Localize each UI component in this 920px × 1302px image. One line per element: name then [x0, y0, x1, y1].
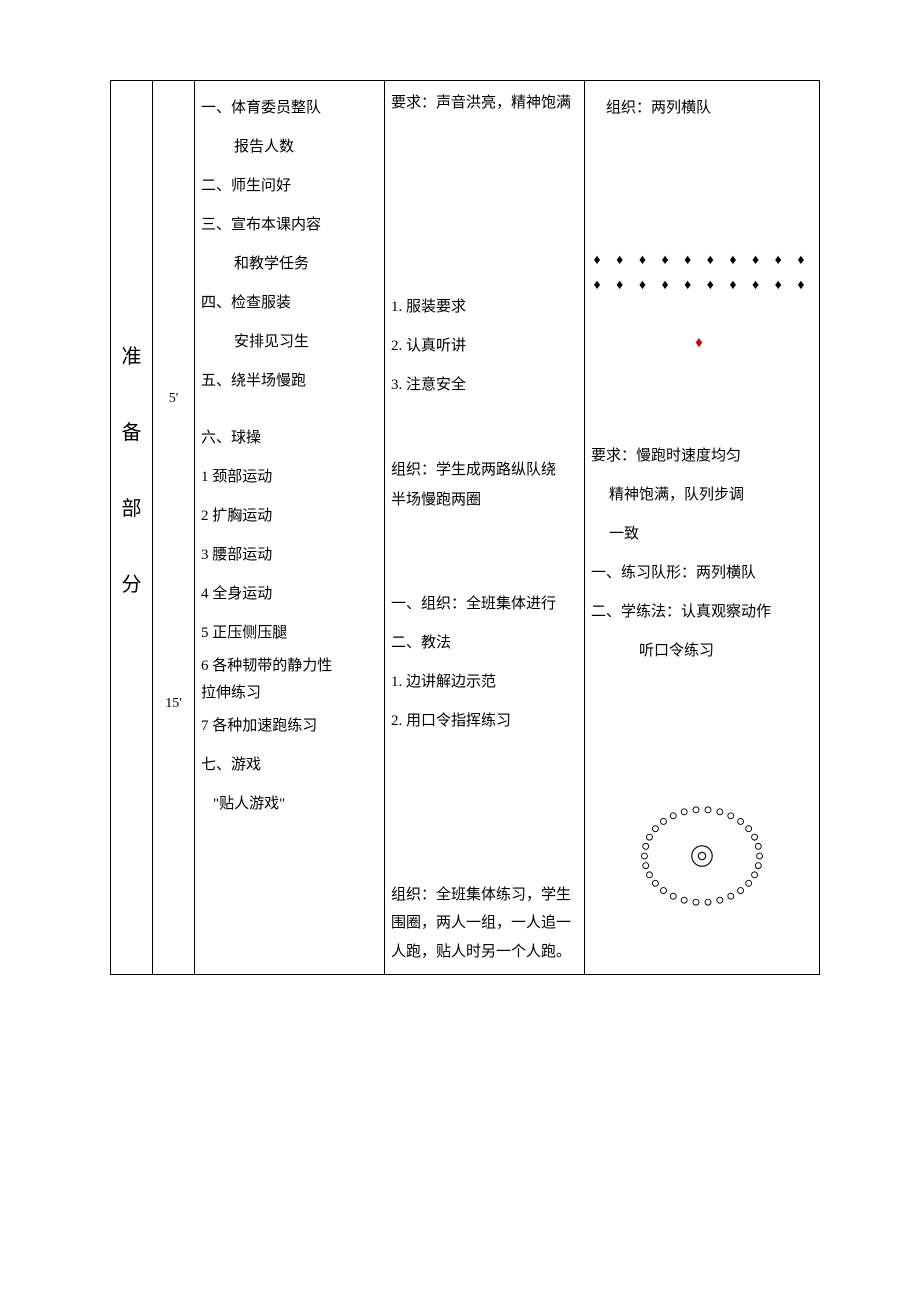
content-line: 四、检查服装	[201, 284, 378, 323]
content-line: 4 全身运动	[201, 575, 378, 614]
content-line: 三、宣布本课内容	[201, 206, 378, 245]
method-line: 二、教法	[391, 624, 578, 663]
org-line: 一、练习队形：两列横队	[591, 554, 813, 593]
section-char: 备	[117, 395, 146, 471]
teacher-icon: ♦	[591, 330, 813, 357]
section-char: 部	[117, 471, 146, 547]
method-line: 1. 边讲解边示范	[391, 663, 578, 702]
section-cell: 准 备 部 分	[111, 81, 153, 975]
lesson-plan-table: 准 备 部 分 5' 15' 一、体育委员整队 报告人数 二、师生问好 三、宣布…	[110, 80, 820, 975]
org-line: 要求：慢跑时速度均匀	[591, 437, 813, 476]
content-line: 7 各种加速跑练习	[201, 707, 378, 746]
section-label: 准 备 部 分	[117, 319, 146, 623]
content-line: 报告人数	[201, 128, 378, 167]
formation-row: ♦ ♦ ♦ ♦ ♦ ♦ ♦ ♦ ♦ ♦	[591, 248, 813, 273]
org-line: 一致	[591, 515, 813, 554]
method-line: 要求：声音洪亮，精神饱满	[391, 89, 578, 118]
method-cell: 要求：声音洪亮，精神饱满 1. 服装要求 2. 认真听讲 3. 注意安全 组织：…	[385, 81, 585, 975]
content-line: 安排见习生	[201, 323, 378, 362]
method-line: 2. 用口令指挥练习	[391, 702, 578, 741]
circle-icon	[627, 791, 777, 921]
method-line: 组织：全班集体练习，学生	[391, 881, 578, 910]
method-line: 一、组织：全班集体进行	[391, 585, 578, 624]
content-line: 七、游戏	[201, 746, 378, 785]
org-line: 听口令练习	[591, 632, 813, 671]
method-line: 组织：学生成两路纵队绕	[391, 455, 578, 485]
content-line: 1 颈部运动	[201, 458, 378, 497]
org-line: 组织：两列横队	[591, 89, 813, 128]
time-label-1: 5'	[153, 381, 194, 417]
table-row: 准 备 部 分 5' 15' 一、体育委员整队 报告人数 二、师生问好 三、宣布…	[111, 81, 820, 975]
time-cell: 5' 15'	[153, 81, 195, 975]
content-line: "贴人游戏"	[201, 785, 378, 824]
circle-diagram	[591, 791, 813, 937]
content-cell: 一、体育委员整队 报告人数 二、师生问好 三、宣布本课内容 和教学任务 四、检查…	[195, 81, 385, 975]
method-line: 半场慢跑两圈	[391, 485, 578, 515]
method-line: 围圈，两人一组，一人追一	[391, 909, 578, 938]
formation-diagram: ♦ ♦ ♦ ♦ ♦ ♦ ♦ ♦ ♦ ♦ ♦ ♦ ♦ ♦ ♦ ♦ ♦ ♦ ♦ ♦ …	[591, 248, 813, 357]
content-line: 一、体育委员整队	[201, 89, 378, 128]
section-char: 分	[117, 547, 146, 623]
method-line: 3. 注意安全	[391, 366, 578, 405]
content-line: 3 腰部运动	[201, 536, 378, 575]
content-line: 2 扩胸运动	[201, 497, 378, 536]
method-line: 2. 认真听讲	[391, 327, 578, 366]
time-label-2: 15'	[153, 686, 194, 722]
formation-row: ♦ ♦ ♦ ♦ ♦ ♦ ♦ ♦ ♦ ♦	[591, 273, 813, 298]
content-line: 拉伸练习	[201, 680, 378, 707]
content-line: 6 各种韧带的静力性	[201, 653, 378, 680]
section-char: 准	[117, 319, 146, 395]
content-line: 5 正压侧压腿	[201, 614, 378, 653]
content-line: 六、球操	[201, 419, 378, 458]
org-line: 精神饱满，队列步调	[591, 476, 813, 515]
content-line: 五、绕半场慢跑	[201, 362, 378, 401]
content-line: 和教学任务	[201, 245, 378, 284]
method-line: 人跑，贴人时另一个人跑。	[391, 938, 578, 967]
content-line: 二、师生问好	[201, 167, 378, 206]
org-line: 二、学练法：认真观察动作	[591, 593, 813, 632]
org-cell: 组织：两列横队 ♦ ♦ ♦ ♦ ♦ ♦ ♦ ♦ ♦ ♦ ♦ ♦ ♦ ♦ ♦ ♦ …	[585, 81, 820, 975]
method-line: 1. 服装要求	[391, 288, 578, 327]
